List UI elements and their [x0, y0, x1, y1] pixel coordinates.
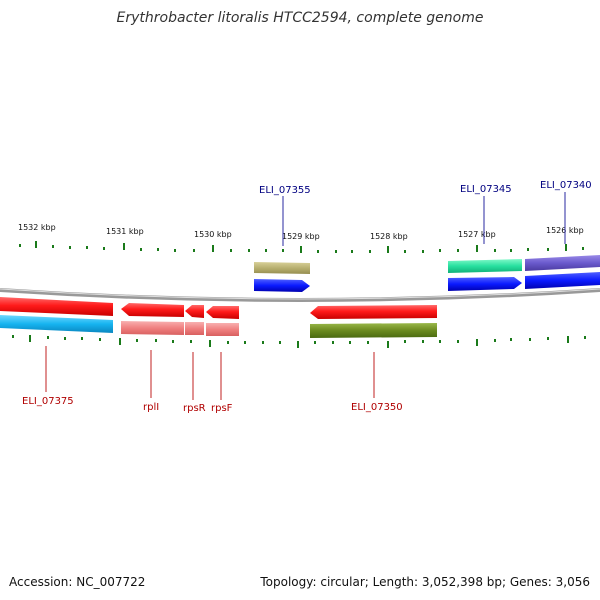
- label-rpsr[interactable]: rpsR: [183, 403, 206, 414]
- gene-eli07340-arrow[interactable]: [525, 272, 600, 289]
- genome-title: Erythrobacter litoralis HTCC2594, comple…: [116, 10, 484, 26]
- scale-label-1529: 1529 kbp: [282, 232, 320, 241]
- backbone-track: [0, 288, 600, 302]
- gene-rpsr-arrow[interactable]: [185, 305, 204, 318]
- gene-eli07355-khaki[interactable]: [254, 262, 310, 274]
- gene-eli07350-arrow[interactable]: [310, 305, 437, 319]
- scale-label-1527: 1527 kbp: [458, 230, 496, 239]
- label-eli07350[interactable]: ELI_07350: [351, 402, 403, 413]
- label-rpli[interactable]: rplI: [143, 402, 159, 413]
- gene-eli07350-olive[interactable]: [310, 323, 437, 338]
- scale-label-1528: 1528 kbp: [370, 232, 408, 241]
- label-rpsf[interactable]: rpsF: [211, 403, 233, 414]
- gene-rpsf-arrow[interactable]: [206, 306, 239, 319]
- scale-label-1531: 1531 kbp: [106, 227, 144, 236]
- scale-label-1532: 1532 kbp: [18, 223, 56, 232]
- gene-eli07345-arrow[interactable]: [448, 277, 522, 291]
- label-eli07340[interactable]: ELI_07340: [540, 180, 592, 191]
- gene-eli07375-red[interactable]: [0, 297, 113, 316]
- lower-tick-ruler: [12, 335, 586, 348]
- accession-text: Accession: NC_007722: [9, 575, 146, 589]
- genome-summary-text: Topology: circular; Length: 3,052,398 bp…: [260, 575, 590, 589]
- gene-rpli-pink[interactable]: [121, 321, 184, 335]
- gene-eli07375-cyan[interactable]: [0, 315, 113, 333]
- gene-eli07355-arrow[interactable]: [254, 279, 310, 292]
- gene-rpsf-pink[interactable]: [206, 323, 239, 336]
- upper-leader-lines: [282, 192, 566, 246]
- upper-tick-ruler: [19, 241, 584, 253]
- label-eli07345[interactable]: ELI_07345: [460, 184, 512, 195]
- scale-label-1530: 1530 kbp: [194, 230, 232, 239]
- gene-rpli-arrow[interactable]: [121, 303, 184, 317]
- gene-eli07340-purple[interactable]: [525, 255, 600, 271]
- lower-leader-lines: [45, 346, 375, 400]
- backbone-highlight: [0, 288, 600, 300]
- gene-rpsr-pink[interactable]: [185, 322, 204, 335]
- label-eli07355[interactable]: ELI_07355: [259, 185, 311, 196]
- gene-eli07345-teal[interactable]: [448, 259, 522, 273]
- label-eli07375[interactable]: ELI_07375: [22, 396, 74, 407]
